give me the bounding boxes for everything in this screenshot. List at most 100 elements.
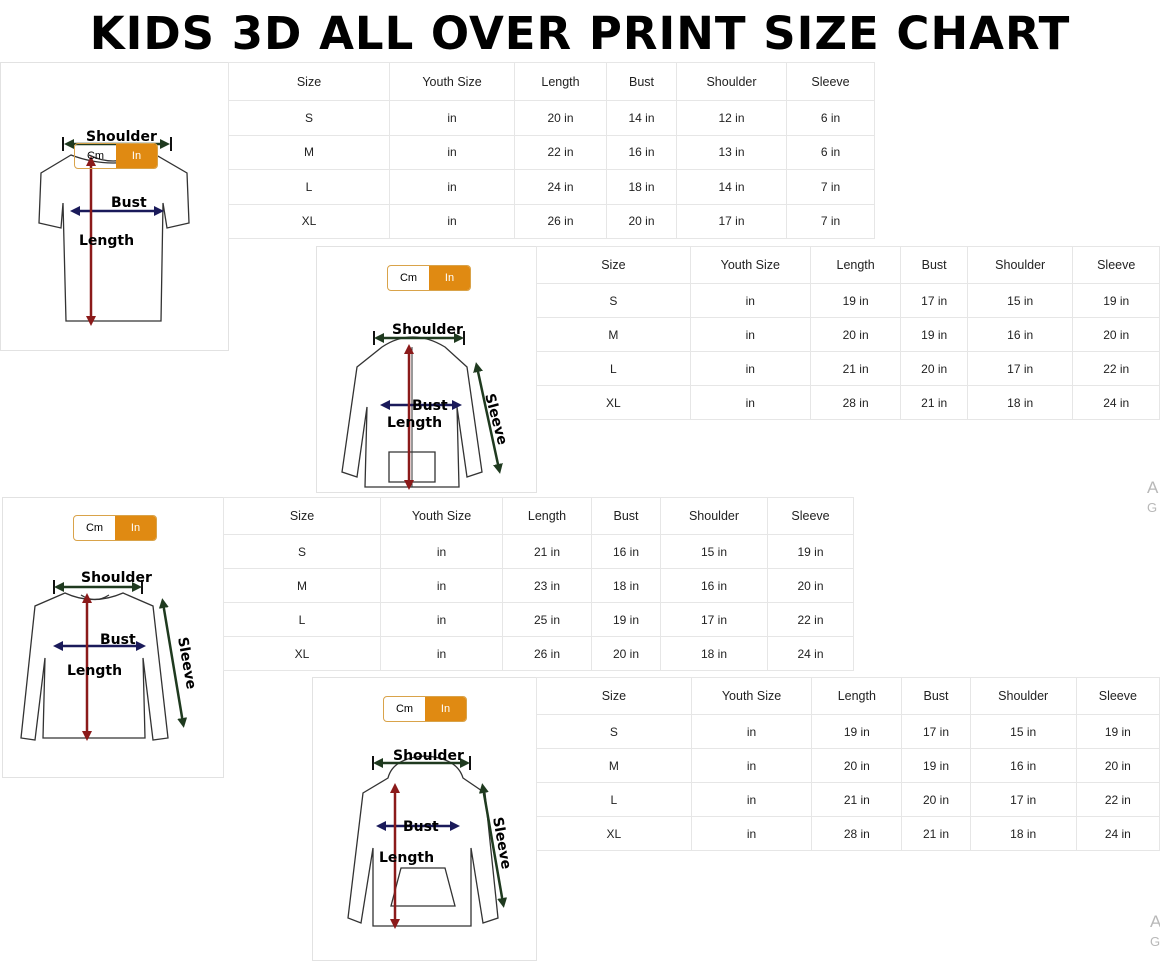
table-cell: M [223,568,381,603]
table-cell: 22 in [1072,351,1160,386]
table-cell: 15 in [660,534,768,569]
svg-text:Length: Length [379,850,434,866]
garment-panel-t-shirt: Shoulder Bust Length Cm In [0,62,229,351]
table-cell: 18 in [660,636,768,671]
t-shirt-measurement-diagram: Shoulder Bust Length [38,129,190,326]
unit-toggle[interactable]: Cm In [387,265,471,291]
svg-text:Sleeve: Sleeve [174,636,199,690]
column-header: Shoulder [676,62,787,101]
table-cell: 7 in [786,203,875,239]
svg-text:Bust: Bust [412,398,448,414]
column-header: Size [536,246,691,284]
table-cell: 18 in [969,816,1077,851]
table-cell: 6 in [786,134,875,170]
long-sleeve-measurement-diagram: Shoulder Bust Length Sleeve [20,570,199,741]
table-cell: 24 in [1075,816,1160,851]
table-cell: in [380,568,503,603]
table-cell: 20 in [901,782,971,817]
table-cell: 20 in [606,203,677,239]
unit-option-cm[interactable]: Cm [399,272,418,284]
table-cell: 19 in [591,602,661,637]
unit-option-cm[interactable]: Cm [395,703,414,715]
table-cell: 12 in [676,100,787,136]
table-cell: XL [228,203,390,239]
table-cell: XL [223,636,381,671]
table-cell: 20 in [1075,748,1160,783]
table-cell: 19 in [900,317,968,352]
svg-text:Shoulder: Shoulder [392,322,463,338]
unit-option-in[interactable]: In [115,516,156,540]
column-header: Shoulder [660,497,768,535]
table-cell: 20 in [591,636,661,671]
unit-option-in[interactable]: In [425,697,466,721]
table-cell: 20 in [767,568,854,603]
table-cell: in [389,100,515,136]
table-cell: XL [536,385,691,420]
garment-panel-pullover-hoodie: Shoulder Bust Length Sleeve Cm In [312,677,537,961]
column-header: Shoulder [966,246,1074,284]
table-cell: 18 in [606,169,677,205]
table-cell: M [228,134,390,170]
table-cell: 20 in [514,100,607,136]
unit-toggle[interactable]: Cm In [73,515,157,541]
table-cell: 22 in [767,602,854,637]
unit-option-cm[interactable]: Cm [86,150,105,162]
table-cell: XL [536,816,692,851]
table-cell: 16 in [591,534,661,569]
column-header: Bust [900,246,968,284]
svg-text:Shoulder: Shoulder [81,570,152,586]
table-cell: 17 in [969,782,1077,817]
table-row: XL in 26 in 20 in 18 in 24 in [223,636,854,671]
column-header: Bust [901,677,971,715]
column-header: Sleeve [1072,246,1160,284]
table-cell: L [223,602,381,637]
table-cell: 20 in [809,317,902,352]
table-cell: 17 in [660,602,768,637]
table-cell: 18 in [966,385,1074,420]
table-cell: 22 in [514,134,607,170]
unit-toggle[interactable]: Cm In [383,696,467,722]
header-row: Size Youth Size Length Bust Shoulder Sleeve [223,497,854,535]
table-cell: 20 in [811,748,903,783]
column-header: Size [223,497,381,535]
table-cell: L [536,351,691,386]
table-cell: M [536,748,692,783]
unit-option-in[interactable]: In [116,144,157,168]
table-row: XL in 28 in 21 in 18 in 24 in [536,385,1160,420]
table-cell: 26 in [514,203,607,239]
table-cell: in [690,782,813,817]
svg-text:Sleeve: Sleeve [481,392,510,447]
svg-text:Bust: Bust [100,632,136,648]
svg-text:Shoulder: Shoulder [393,748,464,764]
unit-option-cm[interactable]: Cm [85,522,104,534]
table-cell: 28 in [809,385,902,420]
watermark-line1: A [1147,478,1159,497]
column-header: Sleeve [1075,677,1160,715]
column-header: Size [536,677,692,715]
unit-toggle[interactable]: Cm In [74,143,158,169]
unit-option-in[interactable]: In [429,266,470,290]
column-header: Sleeve [786,62,875,101]
table-cell: 24 in [767,636,854,671]
table-cell: 7 in [786,169,875,205]
table-cell: M [536,317,691,352]
table-cell: 19 in [1072,283,1160,318]
table-cell: 6 in [786,100,875,136]
table-cell: 22 in [1075,782,1160,817]
column-header: Length [811,677,903,715]
column-header: Youth Size [380,497,503,535]
table-cell: S [536,714,692,749]
svg-text:Length: Length [67,663,122,679]
svg-text:Bust: Bust [403,819,439,835]
column-header: Length [809,246,902,284]
